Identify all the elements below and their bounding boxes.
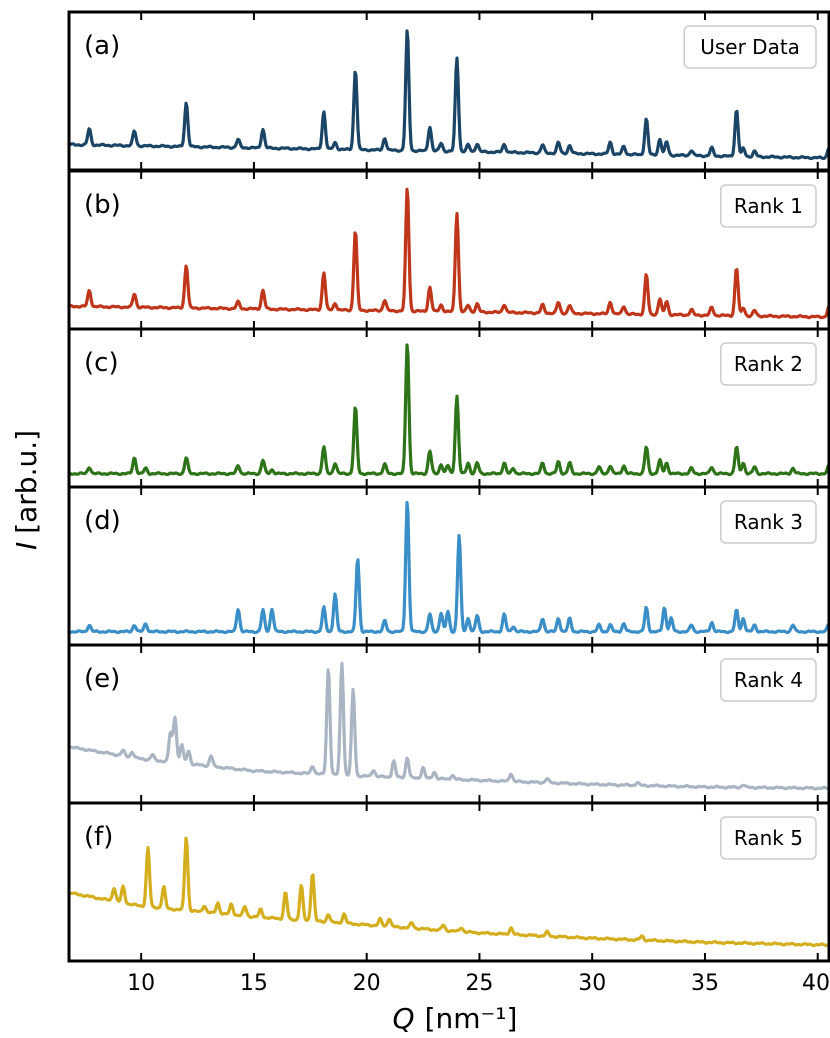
legend-entry-3: Rank 2 bbox=[734, 352, 803, 376]
x-axis-title: Q [nm⁻¹] bbox=[393, 1002, 518, 1035]
x-tick-label: 40 bbox=[802, 971, 830, 996]
series-line-1 bbox=[67, 29, 830, 161]
panel-3: (c) Rank 2 bbox=[67, 327, 830, 489]
x-axis-title-main: Q bbox=[393, 1002, 415, 1035]
y-axis-title-main: I bbox=[10, 542, 43, 550]
panel-label-2: (b) bbox=[84, 190, 121, 220]
legend-box-6 bbox=[720, 816, 817, 860]
panel-1: (a) User Data bbox=[67, 10, 830, 172]
legend-entry-2: Rank 1 bbox=[734, 194, 803, 218]
x-tick-labels: 10 15 20 25 30 35 40 bbox=[127, 971, 830, 996]
x-tick-label: 15 bbox=[240, 971, 268, 996]
legend-box-2 bbox=[720, 184, 817, 228]
panel-frame-3 bbox=[67, 327, 830, 489]
x-tick-label: 20 bbox=[353, 971, 381, 996]
panel-label-4: (d) bbox=[84, 506, 121, 536]
legend-box-3 bbox=[720, 342, 817, 386]
panel-2: (b) Rank 1 bbox=[67, 169, 830, 331]
legend-entry-4: Rank 3 bbox=[734, 510, 803, 534]
series-line-2 bbox=[67, 187, 830, 320]
x-tick-label: 30 bbox=[578, 971, 606, 996]
x-tick-label: 25 bbox=[465, 971, 493, 996]
series-line-5 bbox=[67, 661, 830, 791]
panel-label-5: (e) bbox=[84, 664, 120, 694]
panel-4: (d) Rank 3 bbox=[67, 485, 830, 647]
panel-5: (e) Rank 4 bbox=[67, 643, 830, 805]
series-line-3 bbox=[67, 343, 830, 477]
panel-label-3: (c) bbox=[84, 348, 119, 378]
y-axis-title: I [arb.u.] bbox=[10, 430, 43, 550]
panel-label-1: (a) bbox=[84, 31, 120, 61]
legend-entry-1: User Data bbox=[700, 35, 800, 59]
panel-frame-6 bbox=[67, 801, 830, 963]
panels-group: (a) User Data(b) Rank 1(c) Rank 2(d) Rank 3(… bbox=[67, 10, 830, 963]
legend-box-4 bbox=[720, 500, 817, 544]
panel-label-6: (f) bbox=[84, 822, 113, 852]
panel-6: (f) Rank 5 bbox=[67, 801, 830, 963]
legend-entry-6: Rank 5 bbox=[734, 826, 803, 850]
x-axis-title-unit: [nm⁻¹] bbox=[425, 1002, 518, 1035]
legend-box-1 bbox=[683, 25, 817, 69]
y-axis-title-unit: [arb.u.] bbox=[10, 430, 43, 534]
series-line-6 bbox=[67, 836, 830, 948]
x-tick-label: 35 bbox=[691, 971, 719, 996]
legend-entry-5: Rank 4 bbox=[734, 668, 803, 692]
legend-box-5 bbox=[720, 658, 817, 702]
x-tick-label: 10 bbox=[127, 971, 155, 996]
series-line-4 bbox=[67, 501, 830, 635]
